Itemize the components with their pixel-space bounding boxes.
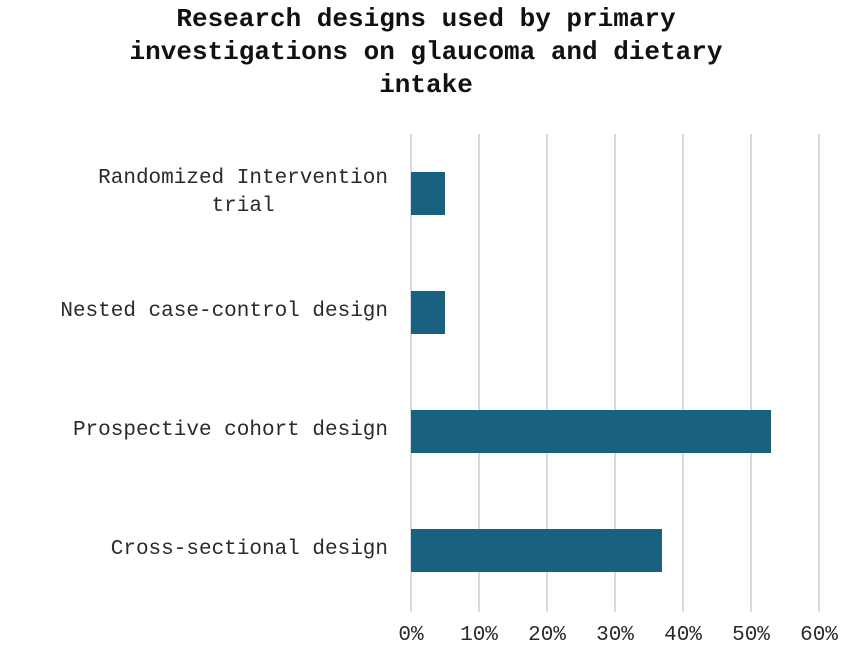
category-label-randomized-intervention-trial: Randomized Intervention trial — [98, 167, 388, 218]
x-tick-40: 40% — [664, 624, 702, 647]
gridline-40 — [682, 134, 684, 612]
gridline-60 — [818, 134, 820, 612]
category-label-cross-sectional: Cross-sectional design — [110, 538, 388, 561]
bar-randomized-intervention-trial — [411, 172, 445, 215]
gridline-0 — [410, 134, 412, 612]
x-tick-20: 20% — [528, 624, 566, 647]
category-label-nested-case-control: Nested case-control design — [60, 300, 388, 323]
x-tick-30: 30% — [596, 624, 634, 647]
x-tick-0: 0% — [398, 624, 424, 647]
bar-prospective-cohort — [411, 410, 771, 453]
gridline-10 — [478, 134, 480, 612]
gridline-20 — [546, 134, 548, 612]
chart-title-line-1: Research designs used by primary — [176, 4, 676, 34]
x-tick-50: 50% — [732, 624, 770, 647]
category-label-prospective-cohort: Prospective cohort design — [72, 419, 388, 442]
chart-title: Research designs used by primary investi… — [0, 3, 842, 102]
gridline-30 — [614, 134, 616, 612]
gridline-50 — [750, 134, 752, 612]
x-tick-60: 60% — [800, 624, 838, 647]
chart-title-line-2: investigations on glaucoma and dietary — [129, 37, 723, 67]
bar-nested-case-control — [411, 291, 445, 334]
bar-cross-sectional — [411, 529, 662, 572]
x-tick-10: 10% — [460, 624, 498, 647]
chart-title-line-3: intake — [379, 70, 473, 100]
